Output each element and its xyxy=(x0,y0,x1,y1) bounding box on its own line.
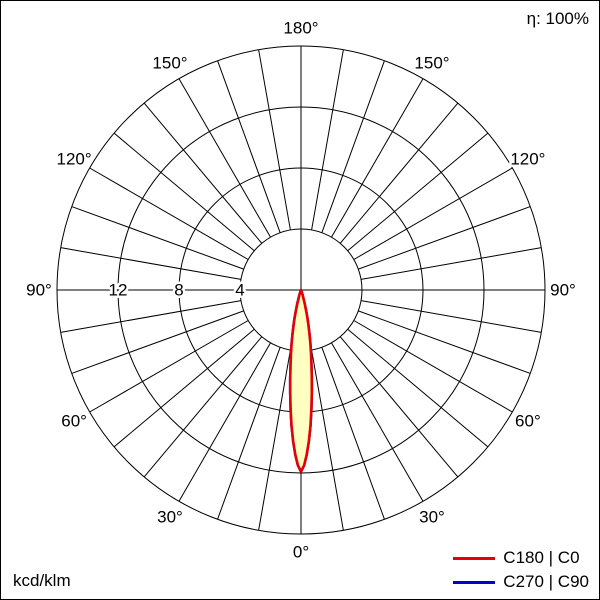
angle-label: 30° xyxy=(419,507,445,526)
grid-spoke xyxy=(217,347,281,520)
angle-label: 90° xyxy=(26,281,52,300)
grid-spoke xyxy=(71,206,244,270)
beam-curve xyxy=(288,288,314,473)
grid-spoke xyxy=(258,349,291,531)
grid-spoke xyxy=(353,167,513,260)
grid-spoke xyxy=(321,347,385,520)
grid-spoke xyxy=(89,167,249,260)
radial-tick-label: 8 xyxy=(174,281,183,300)
radial-tick-label: 12 xyxy=(109,281,128,300)
grid-spoke xyxy=(339,102,459,244)
legend-label: C270 | C90 xyxy=(503,572,589,591)
grid-spoke xyxy=(321,60,385,233)
legend-line xyxy=(453,556,496,560)
angle-label: 150° xyxy=(414,54,449,73)
grid-spoke xyxy=(358,310,531,374)
grid-spoke xyxy=(331,342,424,502)
legend: C180 | C0 C270 | C90 xyxy=(453,549,589,591)
grid-spoke xyxy=(71,310,244,374)
grid-spoke xyxy=(347,132,489,252)
efficiency-readout: η: 100% xyxy=(526,9,589,28)
angle-label: 120° xyxy=(57,150,92,169)
legend-line xyxy=(453,580,496,584)
grid-spoke xyxy=(113,132,255,252)
angle-label: 60° xyxy=(61,412,87,431)
angle-label: 180° xyxy=(283,19,318,38)
grid-spoke xyxy=(143,336,263,478)
grid-spoke xyxy=(353,320,513,413)
angle-label: 60° xyxy=(515,412,541,431)
grid-spoke xyxy=(89,320,249,413)
angle-label: 0° xyxy=(293,543,309,562)
legend-item: C180 | C0 xyxy=(453,549,589,567)
grid-spoke xyxy=(360,247,542,280)
angle-label: 30° xyxy=(157,507,183,526)
grid-spoke xyxy=(360,300,542,333)
grid-spoke xyxy=(60,300,242,333)
angle-label: 150° xyxy=(152,54,187,73)
grid-spoke xyxy=(60,247,242,280)
angle-label: 90° xyxy=(550,281,576,300)
grid-spoke xyxy=(217,60,281,233)
unit-label: kcd/klm xyxy=(13,571,71,590)
grid-spoke xyxy=(358,206,531,270)
grid-spoke xyxy=(311,349,344,531)
legend-label: C180 | C0 xyxy=(503,548,580,567)
grid-spoke xyxy=(331,78,424,238)
grid-spoke xyxy=(143,102,263,244)
legend-item: C270 | C90 xyxy=(453,573,589,591)
angle-label: 120° xyxy=(510,150,545,169)
grid-spoke xyxy=(339,336,459,478)
grid-spoke xyxy=(178,78,271,238)
grid-spoke xyxy=(113,328,255,448)
grid-spoke xyxy=(347,328,489,448)
grid-spoke xyxy=(178,342,271,502)
grid-spoke xyxy=(311,49,344,231)
radial-tick-label: 4 xyxy=(235,281,244,300)
grid-spoke xyxy=(258,49,291,231)
